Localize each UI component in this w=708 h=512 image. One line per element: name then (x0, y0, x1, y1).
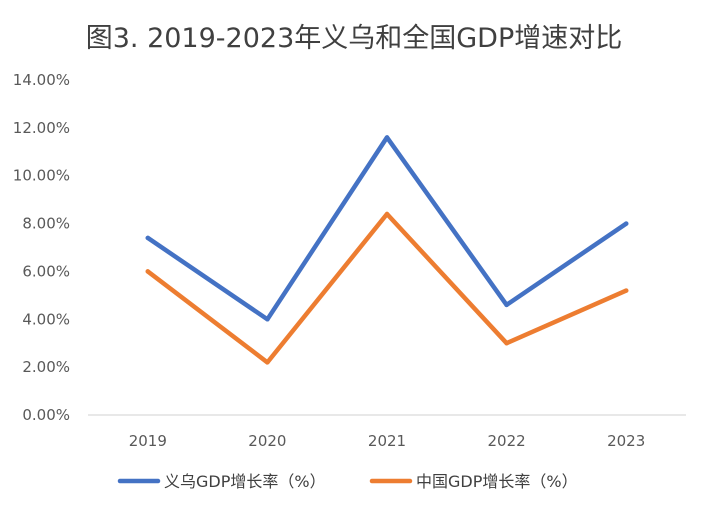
data-point (504, 302, 509, 308)
data-point (145, 269, 150, 274)
data-point (265, 360, 270, 365)
series-line (145, 135, 629, 322)
series-layer (145, 135, 629, 365)
legend-item: 义乌GDP增长率（%） (117, 472, 326, 491)
data-point (624, 288, 629, 293)
x-tick-label: 2019 (129, 432, 167, 450)
x-tick-label: 2020 (248, 432, 286, 450)
legend-label: 义乌GDP增长率（%） (164, 472, 326, 491)
x-tick-label: 2022 (488, 432, 526, 450)
legend: 义乌GDP增长率（%） 中国GDP增长率（%） (117, 472, 578, 491)
chart-title: 图3. 2019-2023年义乌和全国GDP增速对比 (86, 23, 623, 54)
y-tick-label: 4.00% (22, 310, 70, 328)
legend-label: 中国GDP增长率（%） (416, 472, 578, 491)
y-tick-label: 0.00% (22, 406, 70, 424)
series-2 (145, 211, 629, 365)
y-axis: 0.00% 2.00% 4.00% 6.00% 8.00% 10.00% 12.00% 14.… (13, 71, 70, 424)
data-point (145, 235, 150, 241)
data-point (265, 317, 270, 322)
y-tick-label: 14.00% (13, 71, 70, 89)
data-point (624, 221, 629, 226)
y-tick-label: 2.00% (22, 358, 70, 376)
legend-item: 中国GDP增长率（%） (369, 472, 578, 491)
data-point (504, 341, 509, 346)
x-axis: 2019 2020 2021 2022 2023 (88, 414, 686, 450)
data-point (384, 211, 390, 217)
x-tick-label: 2021 (368, 432, 406, 450)
y-tick-label: 10.00% (13, 167, 70, 185)
x-tick-label: 2023 (607, 432, 645, 450)
series-1 (145, 135, 629, 322)
data-point (384, 135, 390, 140)
y-tick-label: 12.00% (13, 119, 70, 137)
y-tick-label: 6.00% (22, 262, 70, 280)
y-tick-label: 8.00% (22, 215, 70, 233)
